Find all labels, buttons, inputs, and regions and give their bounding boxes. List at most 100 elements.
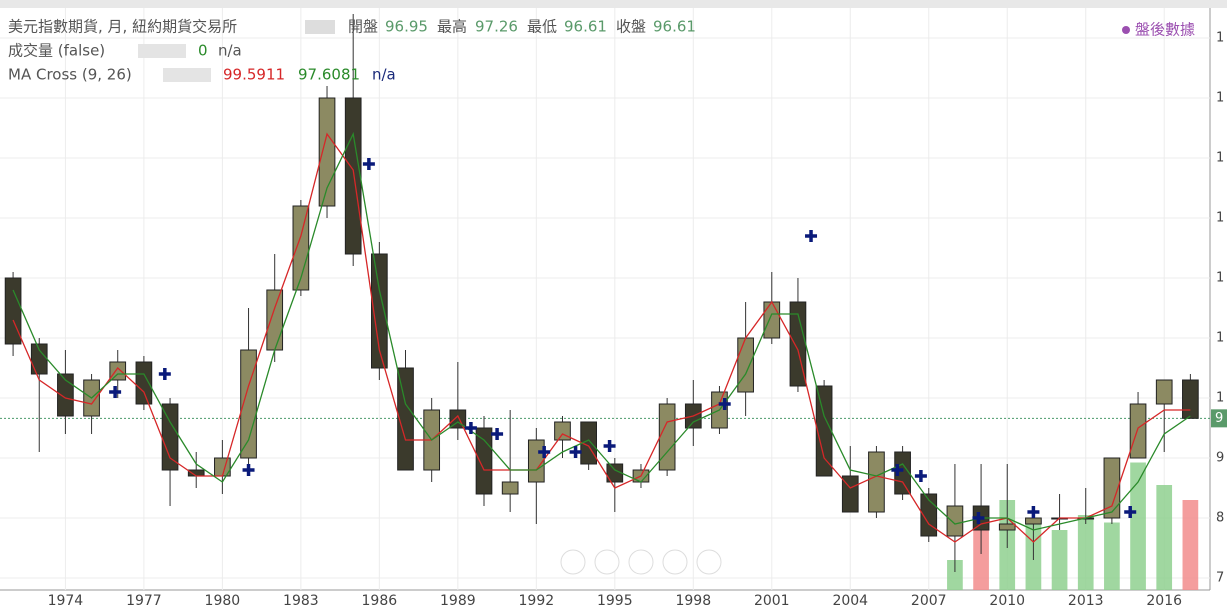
volume-value: n/a xyxy=(218,42,242,60)
ma-cross xyxy=(1027,506,1040,518)
y-tick-label: 1 xyxy=(1216,31,1224,46)
ma-cross xyxy=(464,422,477,434)
candle-body xyxy=(658,403,676,471)
x-tick-label: 1974 xyxy=(48,593,84,609)
candle-body xyxy=(920,493,938,537)
after-hours-dot xyxy=(1122,26,1130,34)
ma-cross xyxy=(891,464,904,476)
ma-title: MA Cross (9, 26) xyxy=(8,66,132,84)
candle-body xyxy=(109,361,127,381)
candle-body xyxy=(135,361,153,405)
y-tick-label: 9 xyxy=(1216,451,1224,466)
zoom-out[interactable] xyxy=(594,549,620,575)
candle-body xyxy=(371,253,388,369)
ohlc-value: 97.26 xyxy=(475,18,518,36)
toolbar xyxy=(0,0,1227,8)
last-price-label: 9 xyxy=(1215,411,1223,426)
ma-cross xyxy=(491,428,504,440)
volume-bar xyxy=(1051,530,1068,590)
ma-cross xyxy=(914,470,927,482)
x-tick-label: 1989 xyxy=(440,593,476,609)
y-tick-label: 1 xyxy=(1216,331,1224,346)
ohlc-label: 最高 xyxy=(437,18,467,36)
volume-bar xyxy=(1182,500,1199,590)
candle-body xyxy=(501,481,519,495)
volume-bar xyxy=(1156,485,1173,590)
ohlc-label: 收盤 xyxy=(616,18,646,36)
ma-cross xyxy=(972,512,985,524)
ma-cross xyxy=(158,368,171,380)
candle-body xyxy=(527,439,545,483)
x-tick-label: 2004 xyxy=(832,593,868,609)
y-tick-label: 1 xyxy=(1216,211,1224,226)
reset[interactable] xyxy=(628,549,654,575)
last-price-box xyxy=(1211,409,1227,428)
y-tick-label: 1 xyxy=(1216,391,1224,406)
x-tick-label: 2010 xyxy=(989,593,1025,609)
candle-body xyxy=(554,421,571,441)
ma-value: 99.5911 xyxy=(223,66,285,84)
volume-value: 0 xyxy=(198,42,208,60)
icon[interactable] xyxy=(305,20,335,34)
candle-body xyxy=(763,301,781,339)
ma-cross xyxy=(718,398,731,410)
ma-value: n/a xyxy=(372,66,396,84)
x-tick-label: 1992 xyxy=(519,593,555,609)
x-tick-label: 1986 xyxy=(362,593,398,609)
candle-body xyxy=(475,427,493,495)
ma-cross xyxy=(1124,506,1137,518)
candle-body xyxy=(946,505,964,537)
plot xyxy=(0,8,1210,590)
y-tick-label: 8 xyxy=(1216,511,1224,526)
ma-cross xyxy=(569,446,582,458)
ma-cross xyxy=(603,440,616,452)
nav-left[interactable] xyxy=(560,549,586,575)
candle-body xyxy=(1155,379,1173,405)
candle-body xyxy=(868,451,885,513)
candle-body xyxy=(344,97,362,255)
y-tick-label: 7 xyxy=(1216,571,1224,586)
ma-cross xyxy=(242,464,255,476)
candle-body xyxy=(894,451,911,495)
ohlc-value: 96.61 xyxy=(653,18,696,36)
volume-bar xyxy=(1130,462,1146,590)
icon[interactable] xyxy=(163,68,211,82)
x-tick-label: 2001 xyxy=(754,593,790,609)
zoom-in[interactable] xyxy=(662,549,688,575)
candle-body xyxy=(292,205,310,291)
x-tick-label: 1998 xyxy=(675,593,711,609)
volume-bar xyxy=(947,560,963,590)
icon[interactable] xyxy=(138,44,186,58)
header: 美元指數期貨, 月, 紐約期貨交易所 開盤 96.95 最高 97.26 最低 … xyxy=(8,18,1195,84)
x-tick-label: 1995 xyxy=(597,593,633,609)
x-tick-label: 2013 xyxy=(1068,593,1104,609)
ma-cross xyxy=(109,386,122,398)
candle-body xyxy=(397,367,414,471)
candle-body xyxy=(161,403,179,471)
ohlc-label: 開盤 xyxy=(348,18,378,36)
volume-bar xyxy=(1104,522,1120,590)
x-tick-label: 1977 xyxy=(126,593,162,609)
nav-buttons xyxy=(560,549,722,575)
x-tick-label: 2007 xyxy=(911,593,947,609)
ohlc-label: 最低 xyxy=(527,18,557,36)
candle-body xyxy=(1129,403,1147,459)
y-tick-label: 1 xyxy=(1216,91,1224,106)
ma-cross xyxy=(805,230,818,242)
ohlc-value: 96.95 xyxy=(385,18,428,36)
x-tick-label: 1983 xyxy=(283,593,319,609)
candle-body xyxy=(1025,517,1042,525)
candle-body xyxy=(57,373,74,417)
y-tick-label: 1 xyxy=(1216,271,1224,286)
after-hours[interactable]: 盤後數據 xyxy=(1135,21,1195,39)
chart-title: 美元指數期貨, 月, 紐約期貨交易所 xyxy=(8,18,237,36)
volume-title: 成交量 (false) xyxy=(8,42,105,60)
x-tick-label: 2016 xyxy=(1146,593,1182,609)
ma-line xyxy=(12,131,1191,531)
candle-body xyxy=(266,289,284,351)
candle-body xyxy=(1103,457,1121,519)
nav-right[interactable] xyxy=(696,549,722,575)
x-tick-label: 1980 xyxy=(205,593,241,609)
ohlc-value: 96.61 xyxy=(564,18,607,36)
